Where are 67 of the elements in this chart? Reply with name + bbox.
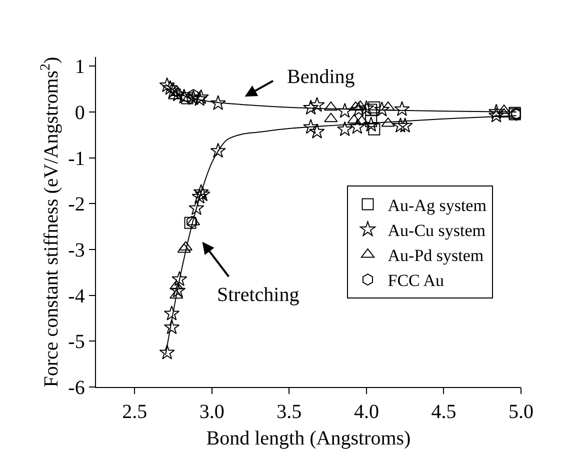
- point: [350, 102, 367, 116]
- point: [188, 200, 204, 215]
- x-tick-label: 4.5: [431, 401, 456, 424]
- legend-label: FCC Au: [388, 271, 444, 290]
- point: [365, 104, 378, 116]
- x-tick-label: 5.0: [508, 401, 534, 424]
- point: [170, 282, 186, 298]
- point: [488, 107, 504, 122]
- point: [162, 80, 178, 95]
- point: [210, 142, 226, 158]
- point: [337, 121, 353, 136]
- point: [381, 117, 395, 127]
- y-tick-label: -5: [68, 331, 85, 354]
- legend-label: Au-Pd system: [388, 246, 484, 266]
- y-tick-label: -1: [68, 148, 85, 170]
- point: [394, 101, 410, 116]
- point: [184, 216, 196, 229]
- legend-label: Au-Ag system: [388, 196, 486, 215]
- point: [192, 188, 208, 204]
- point: [368, 123, 380, 136]
- point: [181, 92, 194, 104]
- point: [172, 271, 188, 286]
- point: [186, 90, 202, 105]
- point: [324, 112, 338, 122]
- point: [392, 118, 408, 132]
- point: [488, 104, 504, 119]
- annotation: Stretching: [217, 284, 300, 306]
- point: [324, 101, 338, 111]
- point: [309, 96, 325, 112]
- point: [348, 101, 362, 111]
- x-axis-title: Bond length (Angstroms): [206, 428, 411, 450]
- point: [164, 305, 180, 320]
- point: [159, 344, 175, 360]
- point: [303, 118, 319, 134]
- y-tick-label: 0: [74, 102, 85, 124]
- point: [368, 101, 380, 114]
- point: [176, 88, 192, 104]
- point: [358, 100, 374, 116]
- point: [497, 108, 511, 118]
- point: [309, 124, 325, 138]
- point: [349, 118, 365, 134]
- point: [303, 100, 319, 115]
- x-tick-label: 4.0: [354, 401, 379, 424]
- point: [170, 86, 186, 102]
- point: [210, 95, 226, 110]
- point: [365, 115, 378, 128]
- x-tick-label: 3.0: [199, 401, 224, 424]
- y-tick-label: -6: [68, 377, 85, 399]
- annotation: Bending: [287, 66, 355, 88]
- point: [159, 77, 175, 92]
- y-tick-label: -3: [68, 240, 85, 262]
- point: [186, 216, 198, 228]
- legend-label: Au-Cu system: [388, 220, 486, 240]
- point: [170, 289, 184, 299]
- point: [165, 83, 182, 98]
- point: [363, 116, 379, 132]
- x-tick-label: 3.5: [276, 401, 302, 424]
- point: [374, 102, 390, 116]
- point: [381, 101, 395, 111]
- x-tick-label: 2.5: [122, 401, 148, 424]
- point: [337, 102, 353, 118]
- point: [397, 118, 413, 132]
- y-tick-label: -2: [68, 194, 85, 216]
- point: [188, 89, 199, 102]
- y-tick-label: 1: [74, 56, 85, 78]
- point: [164, 319, 180, 334]
- y-tick-label: -4: [68, 285, 85, 308]
